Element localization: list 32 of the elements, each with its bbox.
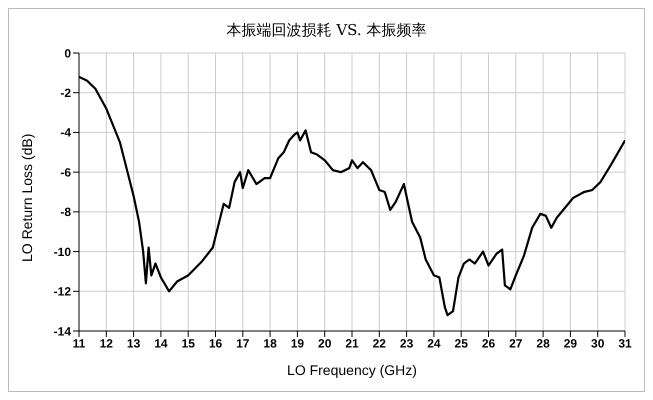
y-axis-title: LO Return Loss (dB) [18, 134, 35, 262]
y-tick-label: -14 [54, 324, 72, 338]
x-tick-label: 26 [482, 336, 496, 351]
y-tick-label: -2 [60, 86, 72, 100]
x-tick-label: 11 [72, 336, 86, 351]
x-tick-label: 27 [509, 336, 523, 351]
x-tick-label: 19 [290, 336, 304, 351]
x-tick-label: 28 [536, 336, 550, 351]
x-axis-title: LO Frequency (GHz) [287, 362, 417, 378]
x-tick-label: 14 [154, 336, 168, 351]
y-tick-label: -4 [60, 126, 72, 140]
y-tick-label: -8 [60, 205, 72, 220]
x-tick-label: 31 [618, 336, 632, 351]
chart-title: 本振端回波损耗 VS. 本振频率 [226, 20, 428, 41]
x-tick-label: 24 [427, 336, 441, 351]
x-tick-label: 29 [564, 336, 578, 351]
x-tick-label: 18 [263, 336, 278, 351]
y-tick-label: -6 [60, 165, 72, 180]
y-tick-label: 0 [64, 46, 72, 60]
y-tick-label: -10 [54, 244, 72, 259]
x-tick-label: 15 [182, 336, 196, 351]
y-tick-label: -12 [54, 284, 72, 299]
x-tick-label: 17 [236, 336, 250, 351]
x-tick-label: 16 [208, 336, 222, 351]
x-tick-label: 25 [454, 336, 468, 351]
x-tick-label: 12 [100, 336, 114, 351]
x-tick-label: 23 [400, 336, 414, 351]
x-tick-label: 20 [318, 336, 332, 351]
x-tick-label: 30 [591, 336, 605, 351]
x-tick-label: 13 [126, 336, 141, 351]
x-tick-label: 21 [345, 336, 359, 351]
x-tick-label: 22 [372, 336, 386, 351]
